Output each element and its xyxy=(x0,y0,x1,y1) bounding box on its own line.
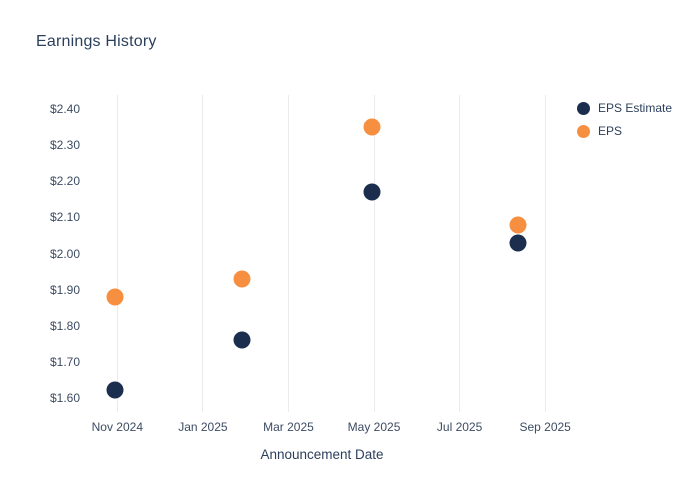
x-tick-label: Jan 2025 xyxy=(178,420,228,434)
x-tick-label: Nov 2024 xyxy=(91,420,143,434)
x-tick-label: Jul 2025 xyxy=(436,420,483,434)
y-tick-label: $2.30 xyxy=(49,138,80,153)
y-tick-label: $1.80 xyxy=(49,318,80,333)
gridline xyxy=(373,95,375,412)
data-point-eps-estimate[interactable] xyxy=(106,381,124,399)
data-point-eps[interactable] xyxy=(233,270,251,288)
y-tick-label: $1.70 xyxy=(49,354,80,369)
y-tick-label: $2.00 xyxy=(49,246,80,261)
data-point-eps[interactable] xyxy=(106,288,124,306)
y-tick-label: $2.10 xyxy=(49,210,80,225)
x-axis-title: Announcement Date xyxy=(260,447,384,462)
y-tick-label: $2.40 xyxy=(49,102,80,117)
gridline xyxy=(116,95,118,412)
gridline xyxy=(459,95,461,412)
y-tick-label: $1.90 xyxy=(49,282,80,297)
y-tick-label: $2.20 xyxy=(49,174,80,189)
legend: EPS Estimate EPS xyxy=(577,101,672,138)
gridline xyxy=(287,95,289,412)
plot-area[interactable]: Nov 2024 Jan 2025 Mar 2025 May 2025 Jul 2025… xyxy=(50,95,571,434)
x-tick-label: Mar 2025 xyxy=(263,420,314,434)
x-tick-label: May 2025 xyxy=(347,420,401,434)
legend-label-eps: EPS xyxy=(598,124,623,138)
chart-title: Earnings History xyxy=(36,33,157,50)
gridline xyxy=(544,95,546,412)
gridline xyxy=(202,95,204,412)
legend-item-eps-estimate[interactable]: EPS Estimate xyxy=(577,101,672,115)
legend-marker-icon xyxy=(577,124,590,138)
y-tick-label: $1.60 xyxy=(49,390,80,405)
legend-marker-icon xyxy=(577,101,590,115)
data-point-eps-estimate[interactable] xyxy=(363,183,381,201)
data-point-eps[interactable] xyxy=(363,118,381,136)
data-point-eps-estimate[interactable] xyxy=(233,331,251,349)
x-tick-label: Sep 2025 xyxy=(519,420,571,434)
data-point-eps-estimate[interactable] xyxy=(509,234,527,252)
legend-item-eps[interactable]: EPS xyxy=(577,124,672,138)
legend-label-eps-estimate: EPS Estimate xyxy=(598,101,673,115)
data-point-eps[interactable] xyxy=(509,216,527,234)
